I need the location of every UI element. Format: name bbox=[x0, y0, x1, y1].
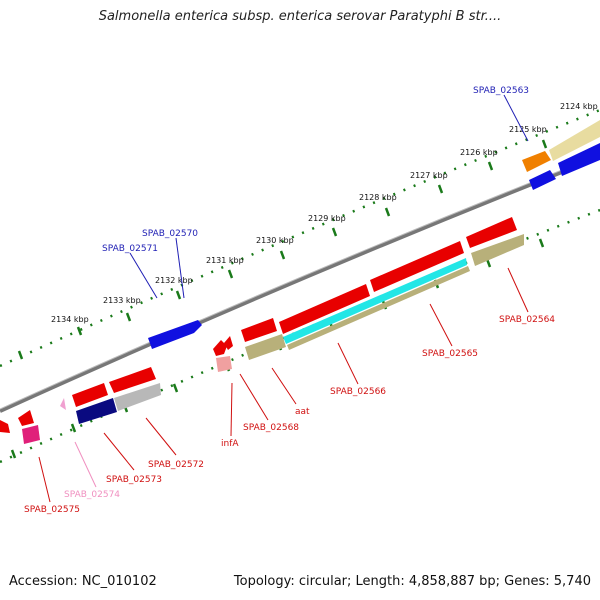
gene-infA[interactable] bbox=[213, 340, 227, 356]
gene-label-spab-02565: SPAB_02565 bbox=[422, 349, 478, 359]
gene-olive-1[interactable] bbox=[471, 234, 524, 266]
gene-spab-02575[interactable] bbox=[22, 425, 40, 444]
accession-text: Accession: NC_010102 bbox=[9, 574, 157, 589]
gene-spab-02563-orange[interactable] bbox=[522, 151, 551, 172]
backbone-highlight bbox=[0, 154, 600, 410]
gene-navy[interactable] bbox=[76, 398, 117, 424]
gene-label-spab-02571: SPAB_02571 bbox=[102, 244, 158, 254]
gene-red-edge[interactable] bbox=[0, 420, 10, 433]
gene-olive-2[interactable] bbox=[287, 266, 470, 350]
genome-title: Salmonella enterica subsp. enterica sero… bbox=[98, 9, 502, 24]
gene-label-spab-02564: SPAB_02564 bbox=[499, 315, 555, 325]
gene-spab-02574[interactable] bbox=[60, 398, 66, 410]
gene-label-spab-02563: SPAB_02563 bbox=[473, 86, 529, 96]
genome-backbone bbox=[0, 155, 600, 413]
gene-spab-02566[interactable] bbox=[279, 284, 370, 334]
label-leaders bbox=[38, 94, 529, 503]
kbp-label-2130: 2130 kbp bbox=[256, 236, 294, 245]
kbp-label-2125: 2125 kbp bbox=[509, 125, 547, 134]
gene-label-spab-02566: SPAB_02566 bbox=[330, 387, 386, 397]
kbp-label-2128: 2128 kbp bbox=[359, 193, 397, 202]
gene-label-infA: infA bbox=[221, 439, 239, 449]
kbp-label-2131: 2131 kbp bbox=[206, 256, 244, 265]
gene-label-spab-02575: SPAB_02575 bbox=[24, 505, 80, 515]
gene-gray[interactable] bbox=[114, 383, 161, 411]
gene-red-mid[interactable] bbox=[241, 318, 277, 342]
kbp-label-2132: 2132 kbp bbox=[155, 276, 193, 285]
gene-label-spab-02570: SPAB_02570 bbox=[142, 229, 198, 239]
gene-label-spab-02568: SPAB_02568 bbox=[243, 423, 299, 433]
topology-text: Topology: circular; Length: 4,858,887 bp… bbox=[233, 574, 591, 589]
forward-genes bbox=[148, 120, 600, 349]
gene-label-spab-02572: SPAB_02572 bbox=[148, 460, 204, 470]
kbp-label-2134: 2134 kbp bbox=[51, 315, 89, 324]
gene-olive-3[interactable] bbox=[245, 334, 286, 360]
major-ticks-outer bbox=[17, 139, 548, 360]
gene-salmon[interactable] bbox=[216, 356, 232, 372]
gene-blue-top-small[interactable] bbox=[529, 170, 556, 190]
gene-spab-02564[interactable] bbox=[466, 217, 517, 248]
kbp-label-2126: 2126 kbp bbox=[460, 148, 498, 157]
gene-cyan[interactable] bbox=[283, 258, 467, 344]
gene-khaki-top[interactable] bbox=[549, 120, 600, 161]
gene-label-spab-02573: SPAB_02573 bbox=[106, 475, 162, 485]
gene-spab-02570[interactable] bbox=[148, 320, 202, 349]
kbp-label-2133: 2133 kbp bbox=[103, 296, 141, 305]
kbp-label-2124: 2124 kbp bbox=[560, 102, 598, 111]
gene-label-spab-02574: SPAB_02574 bbox=[64, 490, 120, 500]
outer-scale-ring bbox=[0, 108, 600, 368]
kbp-label-2127: 2127 kbp bbox=[410, 171, 448, 180]
gene-label-aat: aat bbox=[295, 407, 310, 417]
gene-spab-02573[interactable] bbox=[72, 383, 108, 407]
gene-spab-02565[interactable] bbox=[370, 241, 464, 292]
kbp-label-2129: 2129 kbp bbox=[308, 214, 346, 223]
gene-blue-top-long[interactable] bbox=[558, 143, 600, 176]
gene-red-small[interactable] bbox=[224, 336, 233, 350]
gene-spab-02572[interactable] bbox=[109, 367, 156, 393]
gene-red-left[interactable] bbox=[18, 410, 34, 426]
reverse-genes bbox=[0, 217, 524, 444]
